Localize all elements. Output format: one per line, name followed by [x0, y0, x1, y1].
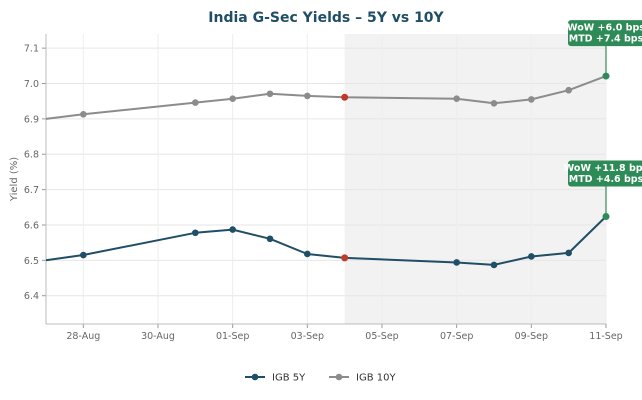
- y-tick-label: 6.4: [24, 291, 39, 302]
- data-point-igb-5y: [266, 235, 274, 243]
- legend-item: IGB 10Y: [329, 373, 396, 384]
- y-tick-label: 6.6: [24, 220, 39, 231]
- y-tick-label: 7.0: [24, 79, 39, 90]
- x-tick-label: 01-Sep: [216, 331, 249, 342]
- data-point-igb-5y: [80, 251, 87, 259]
- data-point-igb-10y: [565, 86, 572, 94]
- x-tick-label: 11-Sep: [589, 331, 622, 342]
- data-point-igb-5y: [565, 249, 572, 257]
- data-point-igb-5y: [490, 261, 498, 269]
- series-line-igb-10y: [45, 75, 607, 120]
- annotation-text: MTD +4.6 bps: [569, 174, 642, 185]
- annotation-box: [568, 20, 642, 47]
- y-tick-label: 6.8: [24, 150, 39, 161]
- y-tick-label: 6.7: [24, 185, 39, 196]
- x-tick-label: 03-Sep: [291, 331, 324, 342]
- annotation-text: MTD +7.4 bps: [569, 34, 642, 45]
- data-point-igb-10y: [528, 96, 535, 103]
- chart-title: India G-Sec Yields – 5Y vs 10Y: [208, 10, 444, 26]
- x-tick-label: 28-Aug: [66, 331, 100, 342]
- data-point-igb-10y: [192, 99, 199, 106]
- data-point-igb-5y: [192, 229, 199, 237]
- highlight-point: [341, 93, 349, 101]
- data-point-igb-5y: [453, 259, 460, 266]
- legend-item: IGB 5Y: [245, 373, 306, 384]
- plot-area: 6.4 6.5 6.6 6.7 6.8 6.9 7.0 7.1 28-Aug 30-Aug 01-S…: [24, 20, 642, 342]
- annotation-box: [568, 160, 642, 187]
- x-tick-label: 09-Sep: [515, 331, 548, 342]
- y-tick-label: 6.5: [24, 256, 39, 267]
- legend: IGB 5Y IGB 10Y: [245, 373, 396, 384]
- x-tick-label: 05-Sep: [365, 331, 398, 342]
- y-axis-label: Yield (%): [9, 157, 20, 202]
- data-point-igb-10y: [453, 95, 460, 103]
- data-point-igb-5y: [304, 250, 311, 258]
- x-tick-label: 30-Aug: [141, 331, 175, 342]
- series-line-igb-5y: [45, 215, 607, 266]
- data-point-igb-5y: [528, 253, 535, 260]
- x-tick-label: 07-Sep: [440, 331, 473, 342]
- legend-swatch-marker: [335, 373, 343, 381]
- data-point-igb-10y: [80, 110, 87, 118]
- highlight-point: [341, 254, 349, 262]
- shaded-region: [344, 34, 606, 324]
- data-point-igb-10y: [229, 95, 236, 103]
- data-point-igb-10y: [266, 90, 274, 98]
- data-point-igb-5y: [229, 226, 236, 233]
- data-point-igb-10y: [304, 92, 311, 100]
- legend-swatch-marker: [251, 373, 259, 381]
- legend-label: IGB 10Y: [356, 373, 396, 384]
- legend-label: IGB 5Y: [272, 373, 306, 384]
- annotation-text: WoW +6.0 bps: [567, 23, 642, 34]
- annotation-text: WoW +11.8 bps: [564, 163, 642, 174]
- y-tick-label: 6.9: [24, 114, 39, 125]
- data-point-igb-10y: [490, 100, 498, 107]
- y-tick-label: 7.1: [24, 44, 39, 55]
